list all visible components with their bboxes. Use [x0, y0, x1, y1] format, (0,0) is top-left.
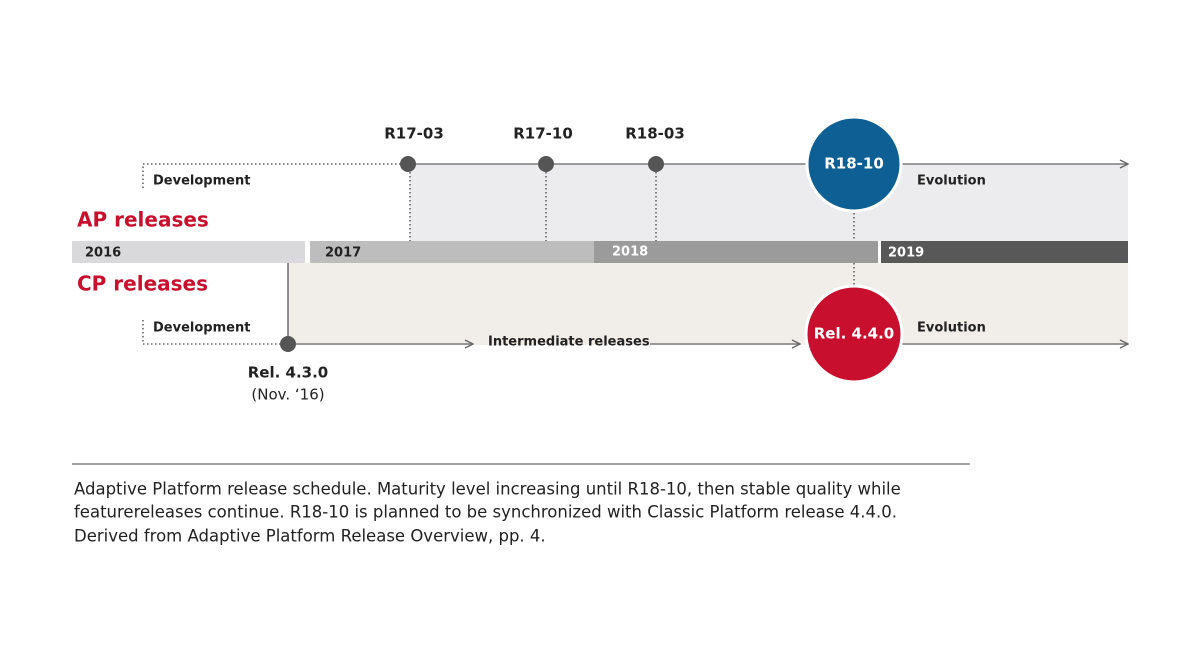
connector [142, 163, 408, 188]
phase-label: Intermediate releases [488, 335, 650, 350]
phase-label: Development [153, 321, 250, 336]
caption-line: Adaptive Platform release schedule. Matu… [74, 480, 901, 499]
phase-label: Development [153, 174, 250, 189]
caption-line: Derived from Adaptive Platform Release O… [74, 527, 546, 546]
year: 2019 [888, 246, 924, 261]
milestone-label: R17-10 [513, 125, 573, 143]
year-bar [72, 241, 305, 263]
milestone [538, 156, 554, 172]
year: 2016 [85, 246, 121, 261]
year: 2017 [325, 246, 361, 261]
year-bar [310, 241, 594, 263]
highlight-label: Rel. 4.4.0 [814, 325, 895, 343]
highlight-release [804, 284, 904, 384]
highlight-label: R18-10 [824, 155, 884, 173]
caption-line: featurereleases continue. R18-10 is plan… [74, 503, 897, 522]
milestone-label: R17-03 [384, 125, 444, 143]
phase-label: Evolution [917, 321, 986, 336]
milestone-label: R18-03 [625, 125, 685, 143]
milestone [400, 156, 416, 172]
year: 2018 [612, 245, 648, 260]
milestone [648, 156, 664, 172]
year-bar [594, 241, 878, 263]
ap-area [410, 164, 1128, 241]
cp-area [288, 263, 1128, 345]
year-bar [881, 241, 1128, 263]
section-label: CP releases [77, 272, 208, 296]
section-label: AP releases [77, 208, 209, 232]
milestone [280, 336, 296, 352]
highlight-release [805, 115, 903, 213]
milestone-date: (Nov. ‘16) [251, 386, 324, 404]
phase-label: Evolution [917, 174, 986, 189]
connector [142, 320, 288, 345]
milestone-label: Rel. 4.3.0 [248, 364, 329, 382]
